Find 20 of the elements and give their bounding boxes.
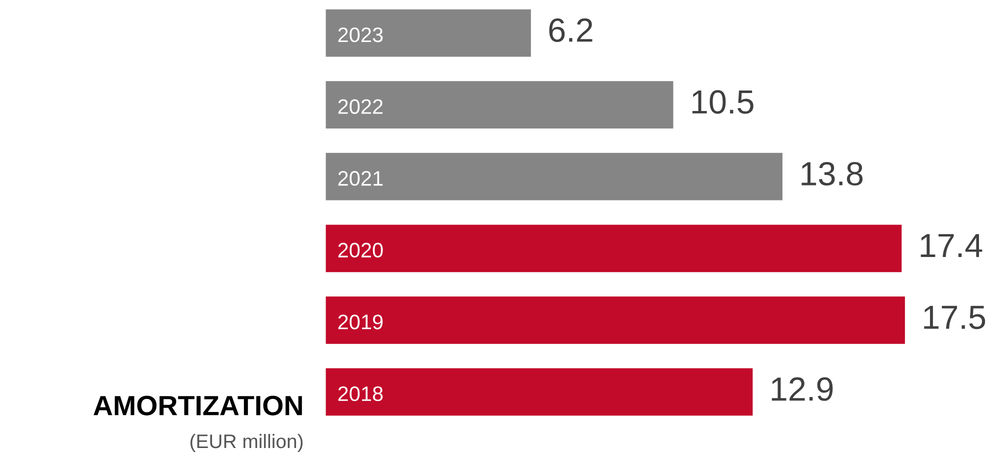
y-tick-label: 2018 [338,386,383,402]
bar [326,81,674,128]
text: AMORTIZATION [94,396,302,416]
y-tick-label: 2021 [338,171,383,186]
y-tick-label: 2020 [338,242,383,258]
y-tick-label: 2022 [338,99,383,114]
bar [326,224,902,272]
data-label: 12.9 [772,377,833,401]
bar [326,9,531,57]
bar [326,296,905,344]
data-label: 10.5 [692,90,754,114]
y-tick-label: 2023 [338,27,383,42]
data-label: 17.4 [920,234,982,257]
data-label: 13.8 [802,162,863,186]
data-label: 6.2 [549,18,592,42]
bar [326,368,753,416]
text: (EUR million) [190,434,303,452]
bar [326,152,782,200]
y-tick-label: 2019 [338,314,383,330]
data-label: 17.5 [924,306,986,330]
